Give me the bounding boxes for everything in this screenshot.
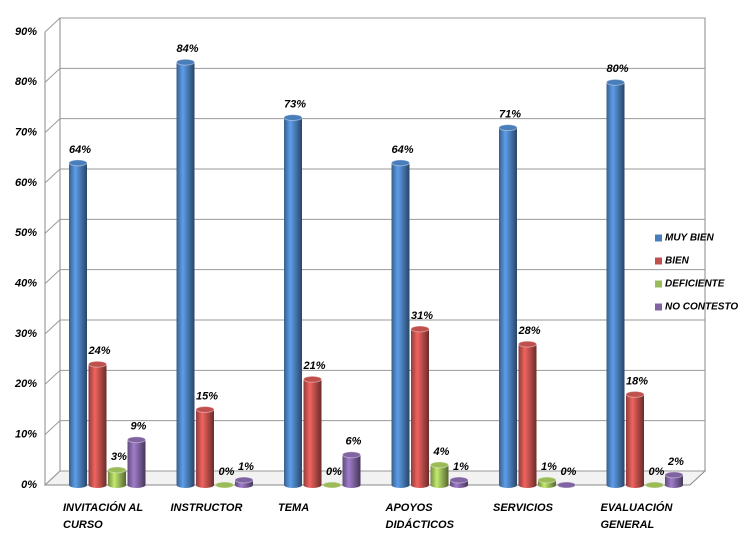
y-tick-label: 50% <box>15 227 37 239</box>
legend-swatch <box>655 303 662 311</box>
legend-swatch <box>655 234 662 242</box>
grid-line <box>44 369 705 385</box>
value-label: 0% <box>219 466 235 478</box>
bar <box>234 476 254 488</box>
x-tick-label: SERVICIOS <box>493 502 553 514</box>
bar <box>68 159 88 488</box>
value-label: 64% <box>69 144 91 156</box>
value-label: 28% <box>517 325 540 337</box>
y-tick-label: 20% <box>14 378 37 390</box>
value-label: 4% <box>433 446 450 458</box>
value-label: 64% <box>391 144 413 156</box>
value-label: 21% <box>302 360 325 372</box>
bar <box>107 466 127 488</box>
value-label: 9% <box>131 421 147 433</box>
y-tick-label: 0% <box>21 479 37 491</box>
value-label: 6% <box>346 436 362 448</box>
legend-label: DEFICIENTE <box>665 279 725 290</box>
value-label: 2% <box>667 456 684 468</box>
legend-swatch <box>655 280 662 288</box>
legend-label: BIEN <box>665 256 690 267</box>
bar <box>215 481 234 489</box>
bar <box>518 340 537 488</box>
value-label: 84% <box>176 43 198 55</box>
value-label: 0% <box>326 466 342 478</box>
x-tick-label: INSTRUCTOR <box>170 502 243 514</box>
y-tick-label: 40% <box>14 278 37 290</box>
grid-line <box>44 118 705 134</box>
bar <box>322 481 342 489</box>
bar <box>537 476 557 488</box>
bar <box>410 325 430 488</box>
grid-line <box>44 319 705 335</box>
x-tick-label: EVALUACIÓN GENERAL <box>600 502 673 531</box>
value-label: 1% <box>541 461 557 473</box>
bar <box>195 406 215 488</box>
bar <box>498 124 518 488</box>
grid-line <box>44 470 705 486</box>
value-label: 80% <box>606 63 628 75</box>
value-label: 73% <box>284 98 306 110</box>
legend-label: MUY BIEN <box>665 233 714 244</box>
x-tick-label: TEMA <box>278 502 310 514</box>
x-tick-label: APOYOS DIDÁCTICOS <box>385 502 454 531</box>
bar <box>342 451 361 488</box>
bar <box>283 114 303 488</box>
y-tick-label: 90% <box>15 26 37 38</box>
grid-line <box>44 67 705 83</box>
value-label: 18% <box>626 375 648 387</box>
value-label: 0% <box>649 466 665 478</box>
bar <box>127 436 146 488</box>
bar <box>303 375 322 488</box>
value-label: 1% <box>238 461 254 473</box>
bar <box>176 58 195 488</box>
bar <box>449 476 469 488</box>
value-label: 0% <box>561 466 577 478</box>
bar <box>430 461 449 488</box>
value-label: 71% <box>499 109 521 121</box>
value-label: 24% <box>87 345 110 357</box>
legend-label: NO CONTESTO <box>665 302 738 313</box>
grid-line <box>44 168 705 184</box>
bar <box>557 481 576 489</box>
grid-line <box>44 269 705 285</box>
y-tick-label: 30% <box>15 328 37 340</box>
y-tick-label: 10% <box>15 429 37 441</box>
value-label: 31% <box>411 310 433 322</box>
y-tick-label: 80% <box>15 76 37 88</box>
grid-line <box>44 17 705 33</box>
legend-swatch <box>655 257 662 265</box>
value-label: 3% <box>111 451 127 463</box>
grid-line <box>44 218 705 234</box>
value-label: 15% <box>196 390 218 402</box>
x-tick-label: INVITACIÓN AL CURSO <box>63 502 143 531</box>
value-label: 1% <box>453 461 469 473</box>
bar <box>391 159 410 488</box>
bar <box>606 78 625 488</box>
y-tick-label: 60% <box>15 177 37 189</box>
y-tick-label: 70% <box>15 127 37 139</box>
bar <box>88 360 107 488</box>
bar <box>625 390 645 488</box>
grid-line <box>44 420 705 436</box>
bar <box>664 471 684 488</box>
bar <box>645 481 664 489</box>
